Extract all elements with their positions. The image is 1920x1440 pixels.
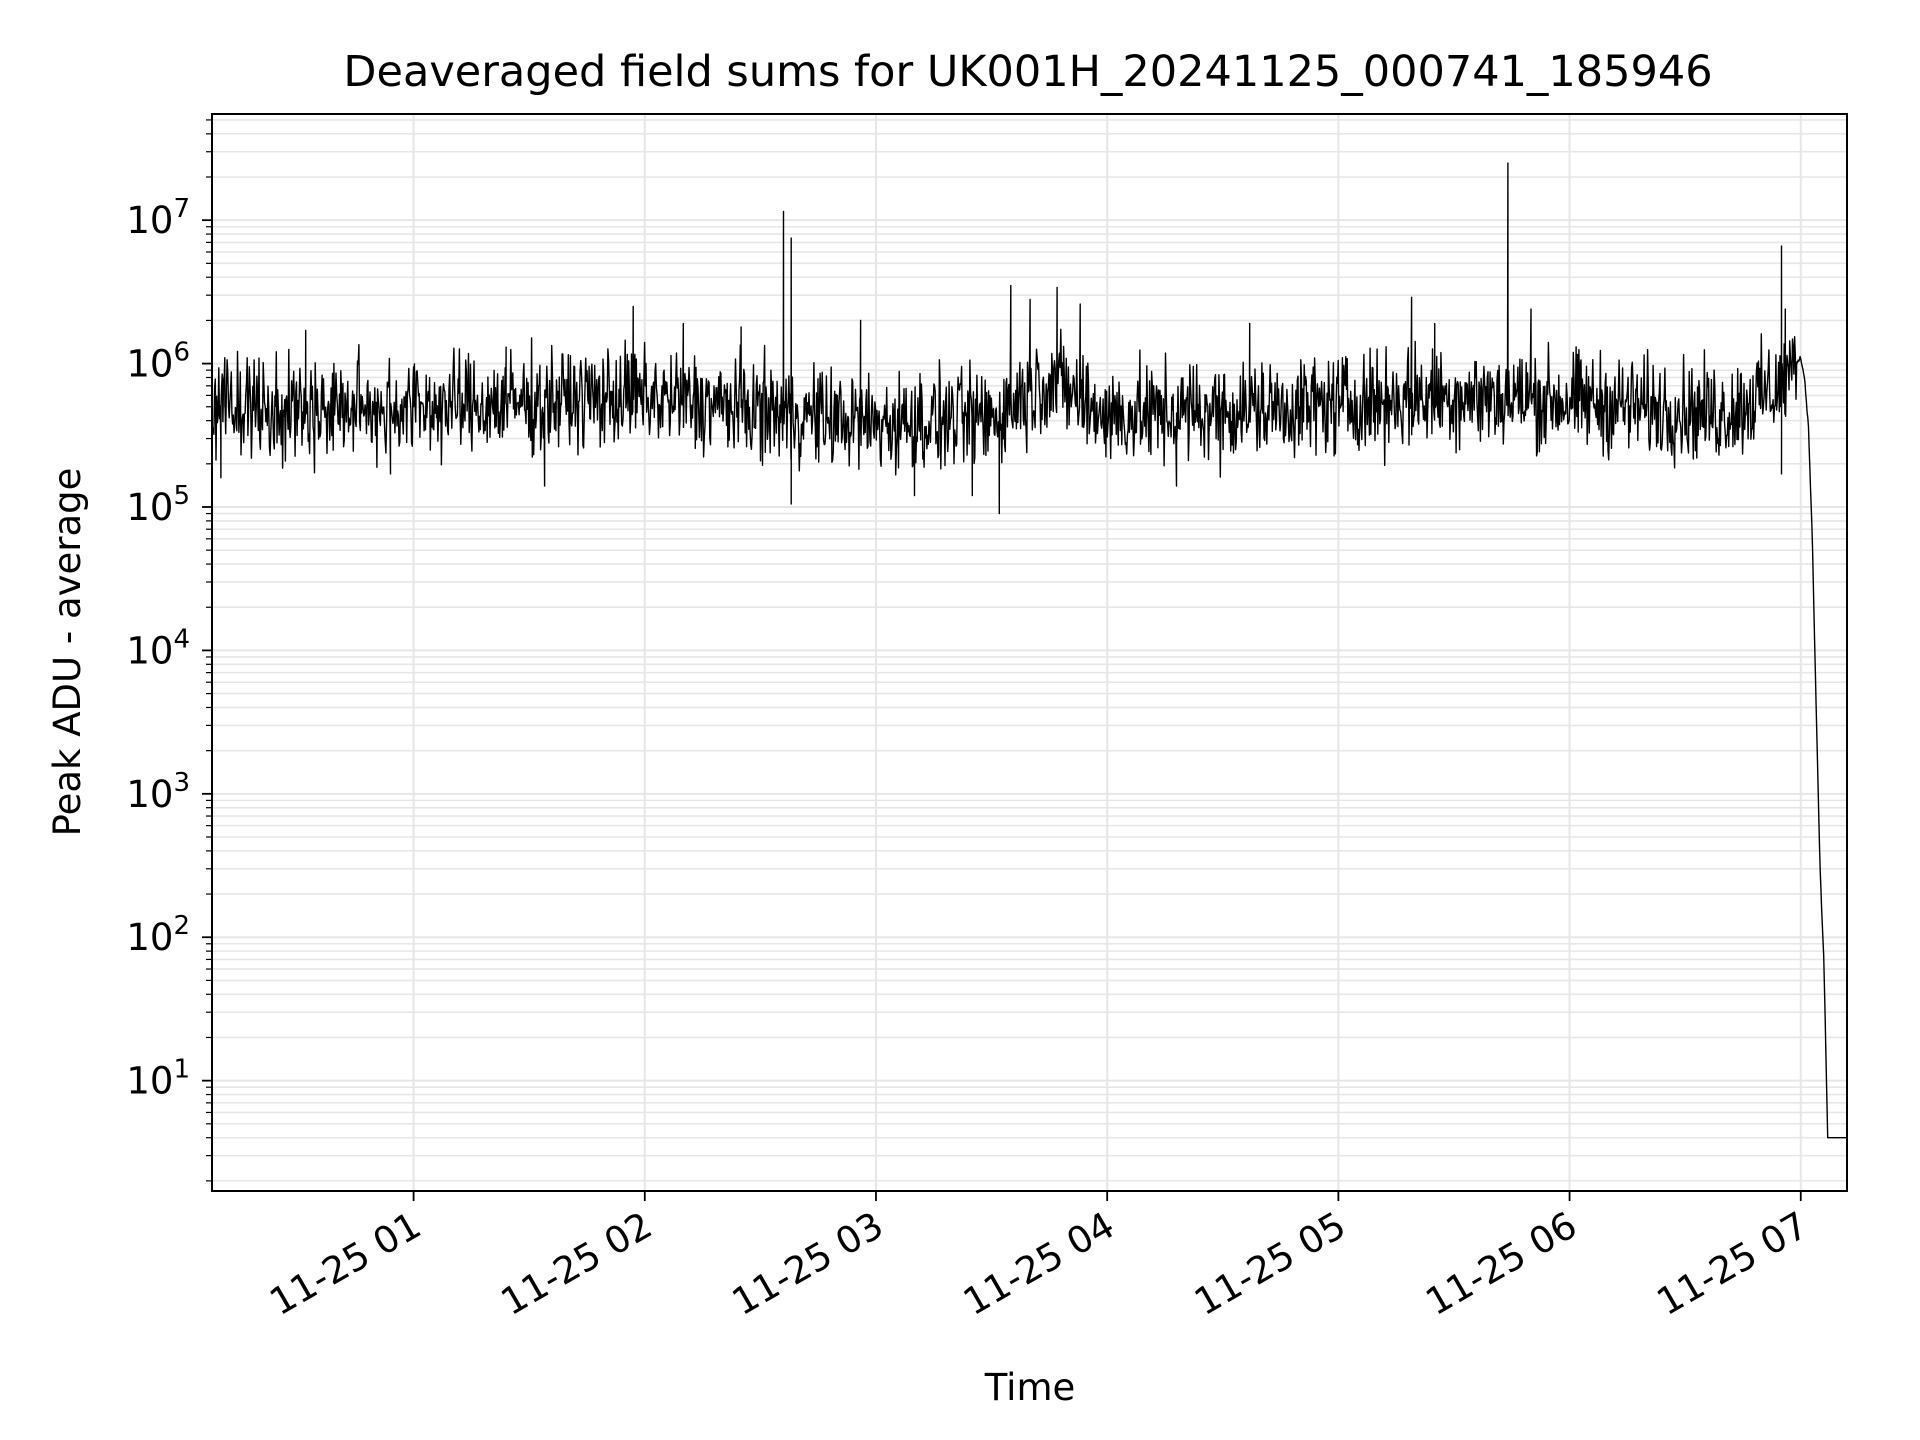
plot-frame bbox=[211, 113, 1848, 1192]
y-tick-label: 104 bbox=[126, 624, 190, 672]
y-tick-label-exponent: 4 bbox=[173, 624, 190, 654]
y-tick-label: 102 bbox=[126, 911, 190, 959]
y-tick-label-base: 10 bbox=[126, 486, 173, 529]
y-tick-label-base: 10 bbox=[126, 629, 173, 672]
y-minor-ticks bbox=[206, 119, 212, 1182]
y-tick-label: 107 bbox=[126, 194, 190, 242]
y-tick-label-base: 10 bbox=[126, 773, 173, 816]
y-tick-label-exponent: 7 bbox=[173, 194, 190, 224]
y-tick-label-base: 10 bbox=[126, 916, 173, 959]
y-tick-label-exponent: 6 bbox=[173, 338, 190, 368]
y-tick-label-exponent: 5 bbox=[173, 481, 190, 511]
y-tick-label: 105 bbox=[126, 481, 190, 529]
y-axis-label: Peak ADU - average bbox=[46, 468, 89, 837]
y-tick-label-base: 10 bbox=[126, 343, 173, 386]
x-grid bbox=[412, 114, 1802, 1191]
y-tick-label-base: 10 bbox=[126, 1060, 173, 1103]
series-line bbox=[212, 162, 1847, 1139]
y-tick-label: 106 bbox=[126, 338, 190, 386]
y-tick-label-exponent: 2 bbox=[173, 911, 190, 941]
y-tick-label: 103 bbox=[126, 768, 190, 816]
y-tick-label-base: 10 bbox=[126, 199, 173, 242]
y-tick-label: 101 bbox=[126, 1055, 190, 1103]
chart-title: Deaveraged field sums for UK001H_2024112… bbox=[343, 47, 1712, 97]
y-tick-label-exponent: 3 bbox=[173, 768, 190, 798]
x-axis-label: Time bbox=[984, 1366, 1076, 1409]
y-tick-label-exponent: 1 bbox=[173, 1055, 190, 1085]
